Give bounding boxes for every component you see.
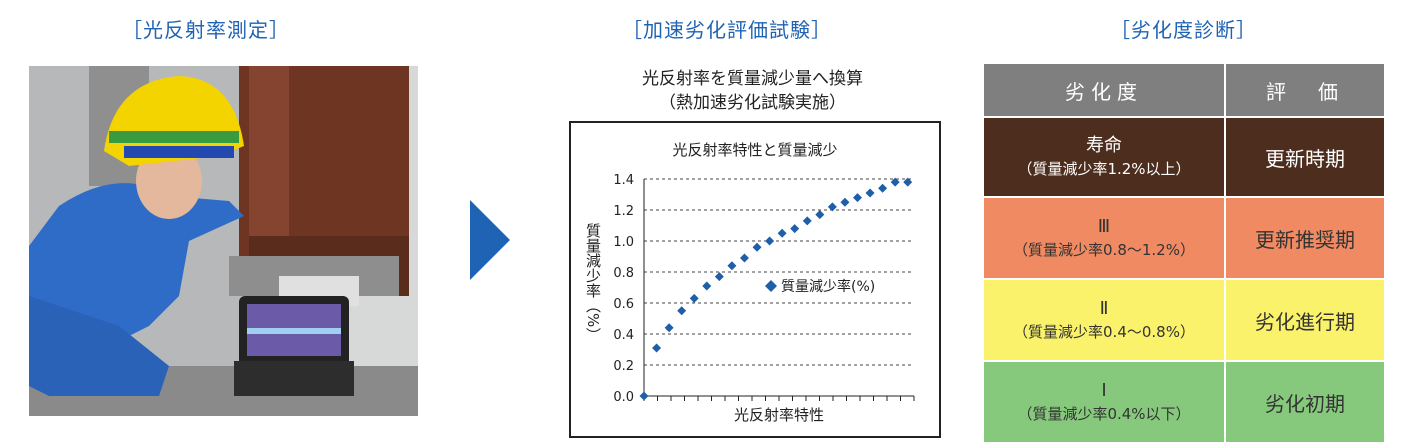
- y-tick-label: 0.0: [613, 390, 634, 405]
- data-point: [752, 242, 762, 252]
- level-cell: 寿命 （質量減少率1.2%以上）: [982, 116, 1226, 198]
- table-row: Ⅰ （質量減少率0.4%以下） 劣化初期: [982, 360, 1386, 444]
- evaluation-cell: 劣化進行期: [1224, 278, 1386, 362]
- scatter-chart: 光反射率特性と質量減少 0.0 0.2 0.4 0.6 0.8 1.0 1.2 1.4 光反射率特…: [569, 121, 941, 438]
- legend-marker: [765, 280, 777, 292]
- data-point: [827, 202, 837, 212]
- data-point: [639, 391, 649, 401]
- header-evaluation: 評 価: [1224, 62, 1386, 118]
- measurement-photo: [29, 66, 418, 416]
- header-level: 劣化度: [982, 62, 1226, 118]
- table-header-row: 劣化度 評 価: [982, 62, 1386, 118]
- data-point: [727, 261, 737, 271]
- data-point: [714, 272, 724, 282]
- heading-test: ［加速劣化評価試験］: [622, 18, 832, 42]
- data-point: [865, 188, 875, 198]
- y-tick-label: 0.8: [613, 266, 634, 281]
- data-point: [878, 183, 888, 193]
- data-point: [852, 193, 862, 203]
- data-point: [739, 253, 749, 263]
- level-cell: Ⅰ （質量減少率0.4%以下）: [982, 360, 1226, 444]
- level-label: Ⅱ: [1099, 298, 1109, 319]
- data-point: [677, 306, 687, 316]
- level-cell: Ⅲ （質量減少率0.8～1.2%）: [982, 196, 1226, 280]
- y-tick-label: 0.6: [613, 297, 634, 312]
- level-rate: （質量減少率0.4～0.8%）: [1013, 323, 1195, 341]
- data-point: [664, 323, 674, 333]
- y-tick-label: 1.4: [613, 173, 634, 188]
- evaluation-cell: 更新推奨期: [1224, 196, 1386, 280]
- data-point: [777, 228, 787, 238]
- chart-title: 光反射率特性と質量減少: [672, 141, 837, 159]
- y-axis-label: 質量減少率（%）: [584, 222, 602, 342]
- data-point: [815, 210, 825, 220]
- level-label: Ⅰ: [1101, 380, 1107, 401]
- data-point: [890, 177, 900, 187]
- heading-diagnosis: ［劣化度診断］: [1110, 18, 1257, 42]
- level-cell: Ⅱ （質量減少率0.4～0.8%）: [982, 278, 1226, 362]
- level-rate: （質量減少率0.4%以下）: [1017, 405, 1191, 423]
- data-point: [702, 281, 712, 291]
- table-row: 寿命 （質量減少率1.2%以上） 更新時期: [982, 116, 1386, 198]
- heading-photo: ［光反射率測定］: [122, 18, 290, 42]
- table-row: Ⅱ （質量減少率0.4～0.8%） 劣化進行期: [982, 278, 1386, 362]
- data-point: [765, 236, 775, 246]
- level-label: 寿命: [1086, 135, 1122, 156]
- x-axis-label: 光反射率特性: [734, 406, 824, 424]
- evaluation-cell: 劣化初期: [1224, 360, 1386, 444]
- legend-label: 質量減少率(%): [781, 278, 875, 295]
- arrow-icon: [470, 200, 510, 280]
- evaluation-cell: 更新時期: [1224, 116, 1386, 198]
- data-point: [802, 216, 812, 226]
- chart-heading-line2: （熱加速劣化試験実施）: [659, 93, 846, 113]
- level-rate: （質量減少率0.8～1.2%）: [1013, 241, 1195, 259]
- y-tick-label: 1.2: [613, 204, 634, 219]
- table-row: Ⅲ （質量減少率0.8～1.2%） 更新推奨期: [982, 196, 1386, 280]
- data-point: [840, 197, 850, 207]
- level-label: Ⅲ: [1097, 216, 1111, 237]
- data-point: [689, 293, 699, 303]
- chart-heading-line1: 光反射率を質量減少量へ換算: [642, 69, 863, 89]
- data-point: [790, 224, 800, 234]
- data-point: [903, 177, 913, 187]
- data-point: [652, 343, 662, 353]
- y-tick-label: 0.4: [613, 328, 634, 343]
- degradation-table: 劣化度 評 価 寿命 （質量減少率1.2%以上） 更新時期 Ⅲ （質量減少率0.…: [982, 62, 1386, 444]
- y-tick-label: 0.2: [613, 359, 634, 374]
- level-rate: （質量減少率1.2%以上）: [1017, 160, 1191, 178]
- y-tick-label: 1.0: [613, 235, 634, 250]
